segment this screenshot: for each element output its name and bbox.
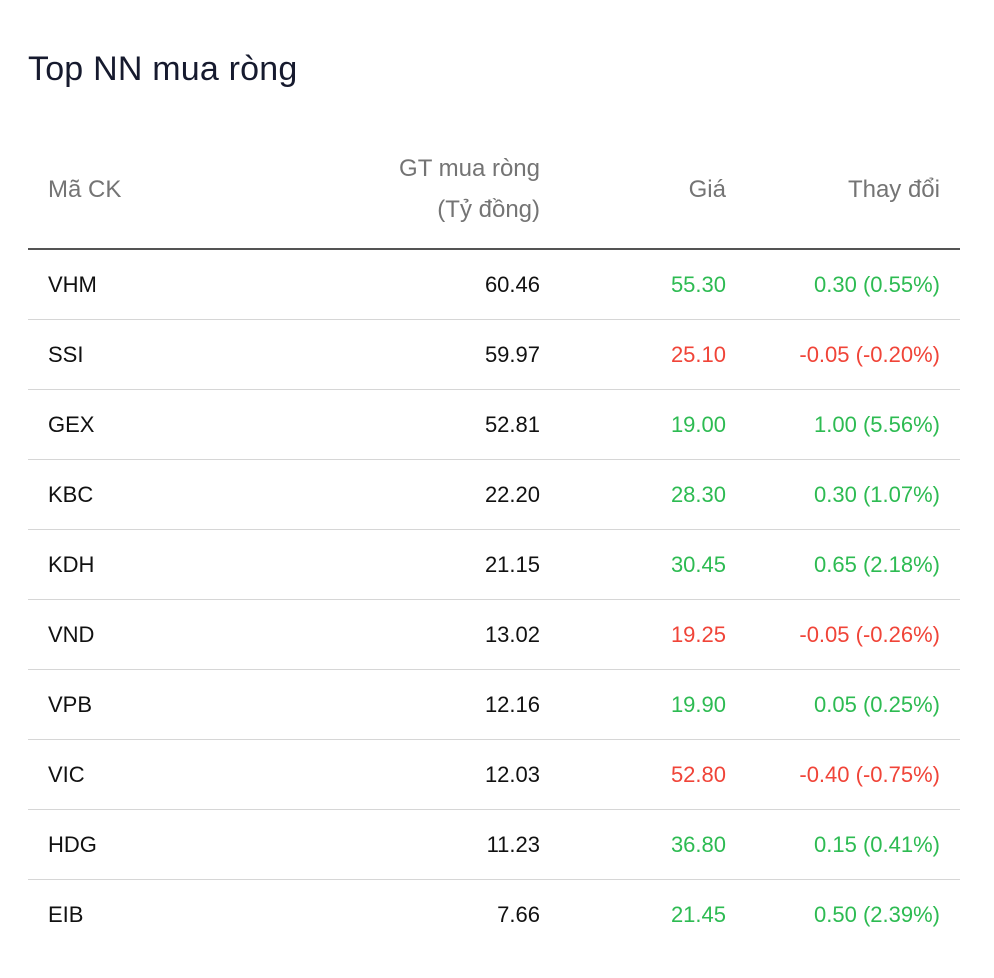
net-buy-table: Mã CK GT mua ròng (Tỷ đồng) Giá Thay đổi… — [28, 130, 960, 949]
net-buy-value: 7.66 — [497, 901, 540, 927]
net-buy-value: 22.20 — [240, 459, 540, 530]
header-row: Mã CK GT mua ròng (Tỷ đồng) Giá Thay đổi — [28, 130, 960, 250]
table-row[interactable]: SSI 59.97 25.10 -0.05 (-0.20%) — [28, 319, 960, 390]
stock-code[interactable]: SSI — [28, 319, 240, 390]
price-change: 0.05 (0.25%) — [726, 669, 960, 740]
net-buy-value: 12.03 — [240, 739, 540, 810]
table-row[interactable]: VIC 12.03 52.80 -0.40 (-0.75%) — [28, 739, 960, 810]
net-buy-value: 13.02 — [240, 599, 540, 670]
net-buy-value: 12.16 — [240, 669, 540, 740]
net-buy-value: 21.15 — [240, 529, 540, 600]
column-header-value-line2: (Tỷ đồng) — [437, 196, 540, 223]
price-change: 0.30 (1.07%) — [726, 459, 960, 530]
stock-code[interactable]: VPB — [28, 669, 240, 740]
net-buy-value: 59.97 — [240, 319, 540, 390]
price: 25.10 — [540, 319, 726, 390]
column-header-code: Mã CK — [28, 130, 240, 250]
price: 28.30 — [540, 459, 726, 530]
column-header-value: GT mua ròng (Tỷ đồng) — [240, 130, 540, 250]
price-change: 0.30 (0.55%) — [726, 249, 960, 320]
table-header: Mã CK GT mua ròng (Tỷ đồng) Giá Thay đổi — [28, 130, 960, 250]
price-change: -0.05 (-0.26%) — [726, 599, 960, 670]
table-row[interactable]: VPB 12.16 19.90 0.05 (0.25%) — [28, 669, 960, 740]
stock-code[interactable]: VND — [28, 599, 240, 670]
price: 19.25 — [540, 599, 726, 670]
price: 19.90 — [540, 669, 726, 740]
table-row[interactable]: KBC 22.20 28.30 0.30 (1.07%) — [28, 459, 960, 530]
price: 30.45 — [540, 529, 726, 600]
stock-code[interactable]: KBC — [28, 459, 240, 530]
table-row[interactable]: KDH 21.15 30.45 0.65 (2.18%) — [28, 529, 960, 600]
stock-code[interactable]: VIC — [28, 739, 240, 810]
price-change: 0.15 (0.41%) — [726, 809, 960, 880]
table-row[interactable]: HDG 11.23 36.80 0.15 (0.41%) — [28, 809, 960, 880]
stock-code[interactable]: HDG — [28, 809, 240, 880]
price: 21.45 — [670, 901, 726, 927]
stock-code[interactable]: VHM — [28, 249, 240, 320]
net-buy-value: 52.81 — [240, 389, 540, 460]
price-change: 0.65 (2.18%) — [726, 529, 960, 600]
price: 36.80 — [540, 809, 726, 880]
price-change: -0.40 (-0.75%) — [726, 739, 960, 810]
table-row[interactable]: GEX 52.81 19.00 1.00 (5.56%) — [28, 389, 960, 460]
column-header-value-line1: GT mua ròng — [399, 155, 540, 182]
price: 52.80 — [540, 739, 726, 810]
table-row[interactable]: EIB 7.66 21.45 0.50 (2.39%) — [28, 880, 960, 950]
table-row[interactable]: VND 13.02 19.25 -0.05 (-0.26%) — [28, 599, 960, 670]
table-row[interactable]: VHM 60.46 55.30 0.30 (0.55%) — [28, 249, 960, 320]
price-change: 0.50 (2.39%) — [814, 901, 940, 927]
table-body: VHM 60.46 55.30 0.30 (0.55%) SSI 59.97 25.10 -0… — [28, 249, 960, 949]
price-change: 1.00 (5.56%) — [726, 389, 960, 460]
price-change: -0.05 (-0.20%) — [726, 319, 960, 390]
stock-code[interactable]: KDH — [28, 529, 240, 600]
net-buy-value: 60.46 — [240, 249, 540, 320]
column-header-change: Thay đổi — [726, 130, 960, 250]
panel-title: Top NN mua ròng — [28, 50, 298, 88]
price: 55.30 — [540, 249, 726, 320]
price: 19.00 — [540, 389, 726, 460]
column-header-price: Giá — [540, 130, 726, 250]
stock-code[interactable]: EIB — [48, 901, 84, 927]
net-buy-value: 11.23 — [240, 809, 540, 880]
stock-code[interactable]: GEX — [28, 389, 240, 460]
